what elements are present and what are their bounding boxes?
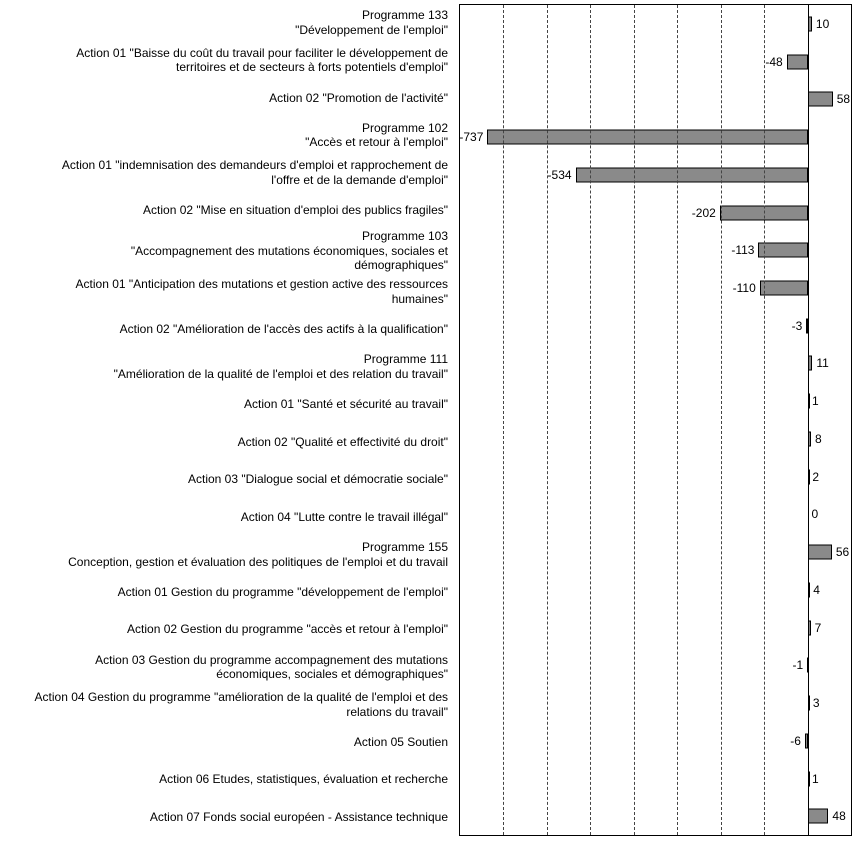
value-label: -48 bbox=[765, 54, 783, 69]
value-label: -113 bbox=[731, 243, 755, 258]
plot-area: 10 -48 58 -737 -534 -202 -113 -110 -3 11 1 8 2 0 56 4 7-… bbox=[459, 4, 852, 836]
category-label: Action 01 "Anticipation des mutations et… bbox=[75, 277, 448, 306]
bar-row: 10 bbox=[460, 5, 851, 43]
category-label: Programme 102 "Accès et retour à l'emplo… bbox=[305, 120, 448, 150]
value-label: 48 bbox=[832, 809, 846, 824]
bar-row: 8 bbox=[460, 420, 851, 458]
category-label: Action 02 "Qualité et effectivité du dro… bbox=[237, 434, 448, 449]
bar bbox=[758, 242, 808, 258]
category-label: Action 05 Soutien bbox=[353, 734, 448, 749]
bar-row: -113 bbox=[460, 231, 851, 269]
bar-row: 4 bbox=[460, 571, 851, 609]
category-label: Action 02 "Promotion de l'activité" bbox=[269, 90, 448, 105]
bar-row: 3 bbox=[460, 684, 851, 722]
bar-row: 58 bbox=[460, 80, 851, 118]
zero-axis-line bbox=[807, 5, 809, 835]
value-label: -3 bbox=[791, 318, 803, 333]
value-label: 11 bbox=[816, 356, 829, 371]
bar bbox=[759, 280, 808, 296]
gridline bbox=[764, 5, 766, 835]
value-label: 7 bbox=[814, 620, 822, 635]
bar-row: -534 bbox=[460, 156, 851, 194]
category-label: Action 01 Gestion du programme "développ… bbox=[117, 584, 448, 599]
category-label: Action 07 Fonds social européen - Assist… bbox=[149, 809, 448, 824]
value-label: 4 bbox=[813, 582, 820, 597]
bar-row: 1 bbox=[460, 760, 851, 798]
category-label: Action 03 Gestion du programme accompagn… bbox=[95, 652, 448, 682]
category-label: Action 06 Etudes, statistiques, évaluati… bbox=[159, 772, 448, 787]
bar-row: 56 bbox=[460, 533, 851, 571]
value-label: -6 bbox=[790, 733, 801, 748]
value-label: 0 bbox=[811, 507, 819, 522]
category-label: Action 04 "Lutte contre le travail illég… bbox=[240, 509, 448, 524]
bar-row: 48 bbox=[460, 797, 851, 835]
bar-row: 2 bbox=[460, 458, 851, 496]
bar-row: -110 bbox=[460, 269, 851, 307]
bar bbox=[807, 808, 829, 824]
bar-rows: 10 -48 58 -737 -534 -202 -113 -110 -3 11 1 8 2 0 56 4 7-… bbox=[459, 5, 851, 835]
bar-row: -737 bbox=[459, 118, 851, 156]
value-label: 58 bbox=[836, 92, 851, 107]
bar-row: 0 bbox=[460, 496, 851, 534]
category-label: Action 01 "indemnisation des demandeurs … bbox=[61, 158, 448, 187]
category-label: Action 02 Gestion du programme "accès et… bbox=[127, 622, 448, 637]
bar bbox=[719, 205, 808, 221]
bar bbox=[575, 167, 808, 183]
category-label: Action 01 "Baisse du coût du travail pou… bbox=[76, 45, 448, 75]
category-label: Action 01 "Santé et sécurité au travail" bbox=[244, 397, 448, 412]
bar-row: -6 bbox=[460, 722, 851, 760]
value-label: 56 bbox=[835, 545, 850, 560]
value-label: 8 bbox=[815, 431, 822, 446]
category-label: Action 02 "Mise en situation d'emploi de… bbox=[143, 203, 448, 218]
value-label: -534 bbox=[547, 167, 572, 182]
bar bbox=[807, 91, 833, 107]
bar-row: -48 bbox=[460, 43, 851, 81]
bar bbox=[487, 129, 808, 145]
category-labels-column: Programme 133 "Développement de l'emploi… bbox=[0, 4, 454, 836]
bar-row: 7 bbox=[460, 609, 851, 647]
value-label: 2 bbox=[812, 469, 820, 484]
bar-row: 1 bbox=[460, 382, 851, 420]
value-label: -202 bbox=[691, 205, 716, 220]
gridline bbox=[546, 5, 548, 835]
bar bbox=[804, 733, 808, 749]
value-label: 10 bbox=[815, 16, 830, 31]
value-label: -110 bbox=[732, 281, 756, 295]
bar bbox=[786, 54, 808, 70]
bar-row: -202 bbox=[460, 194, 851, 232]
category-label: Programme 155 Conception, gestion et éva… bbox=[68, 539, 448, 569]
category-label: Action 04 Gestion du programme "améliora… bbox=[34, 690, 448, 719]
category-label: Programme 111 "Amélioration de la qualit… bbox=[113, 352, 448, 381]
category-label: Action 03 "Dialogue social et démocratie… bbox=[188, 472, 448, 487]
value-label: 1 bbox=[811, 394, 819, 409]
value-label: -1 bbox=[792, 658, 804, 673]
bar-row: 11 bbox=[460, 345, 851, 383]
gridline bbox=[590, 5, 592, 835]
bar bbox=[807, 544, 832, 560]
value-label: 1 bbox=[811, 771, 819, 786]
gridline bbox=[633, 5, 635, 835]
bar-row: -3 bbox=[460, 307, 851, 345]
value-label: -737 bbox=[459, 130, 484, 145]
category-label: Programme 133 "Développement de l'emploi… bbox=[295, 8, 448, 37]
gridline bbox=[677, 5, 679, 835]
category-label: Programme 103 "Accompagnement des mutati… bbox=[130, 229, 448, 273]
category-label: Action 02 "Amélioration de l'accès des a… bbox=[119, 322, 448, 337]
gridline bbox=[720, 5, 722, 835]
gridline bbox=[503, 5, 505, 835]
bar-row: -1 bbox=[460, 646, 851, 684]
value-label: 3 bbox=[812, 696, 820, 711]
